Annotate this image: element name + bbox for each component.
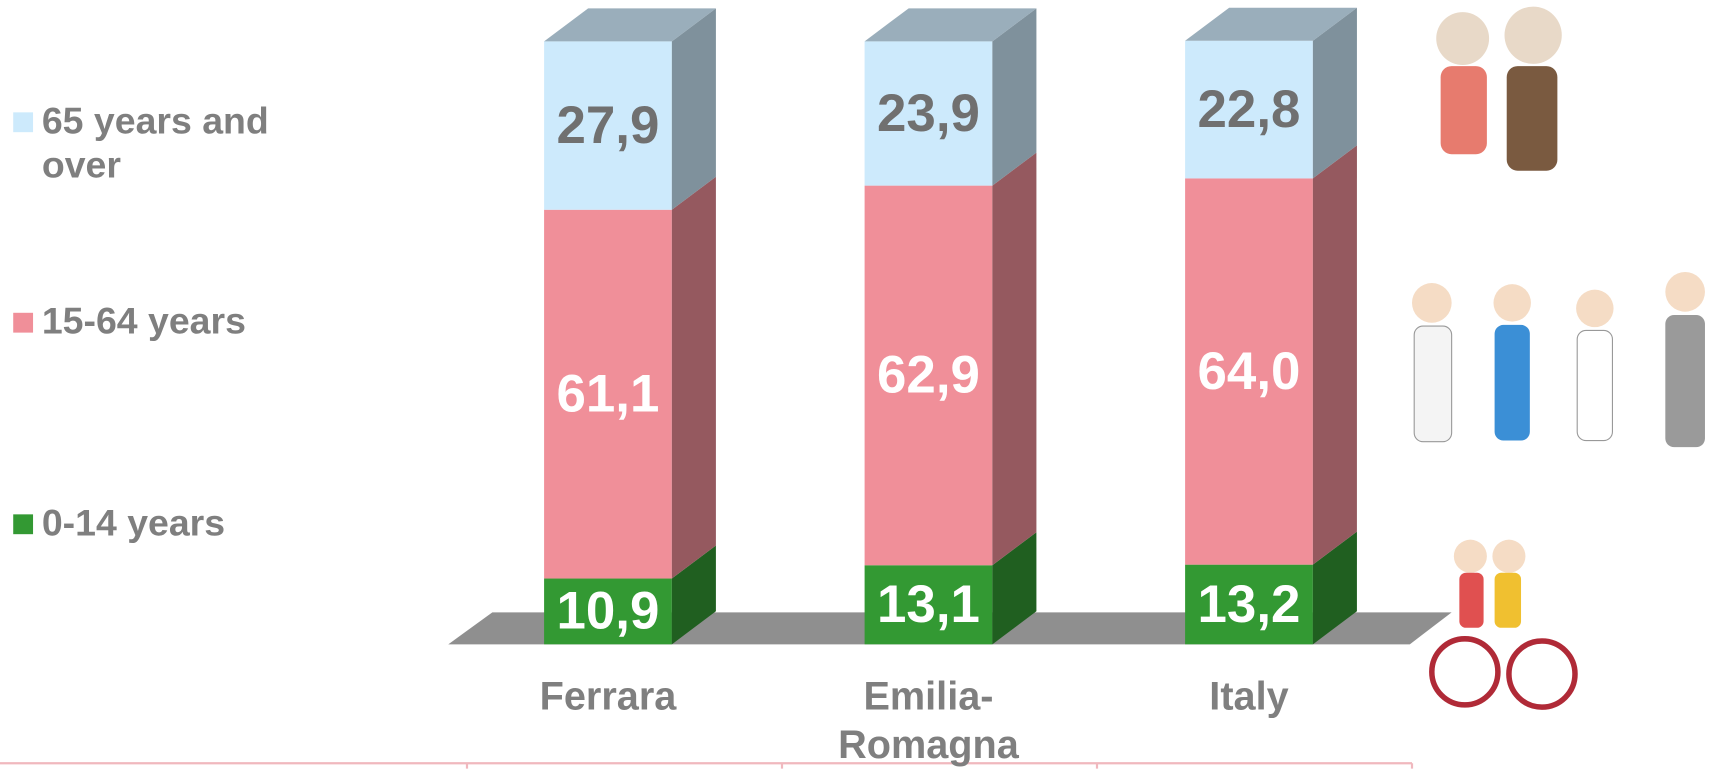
- bar-top: [1185, 7, 1357, 41]
- value-label: 13,1: [877, 575, 980, 634]
- bar-segment-side: [671, 8, 716, 210]
- bar-segment-side: [992, 532, 1037, 645]
- value-label: 27,9: [557, 96, 660, 155]
- bar-segment-side: [671, 545, 716, 645]
- bar-segment: [864, 41, 993, 186]
- legend-swatch: [13, 112, 34, 133]
- bar-segment: [544, 578, 672, 645]
- legend-item: 65 years and over: [13, 99, 288, 187]
- value-label: 62,9: [877, 346, 980, 405]
- bar-segment: [1185, 40, 1313, 179]
- legend-item: 15-64 years: [13, 300, 288, 344]
- illustration-elderly: [1436, 6, 1562, 171]
- bar-segment: [544, 209, 672, 579]
- bar-segment: [1185, 178, 1313, 565]
- bar-segment-side: [992, 152, 1037, 566]
- bar-top: [864, 8, 1037, 42]
- illustration-workers: [1411, 272, 1705, 448]
- legend-label: 65 years and over: [41, 100, 269, 187]
- value-label: 23,9: [877, 84, 980, 143]
- bar-segment: [1185, 564, 1313, 645]
- value-label: 61,1: [557, 364, 660, 423]
- bar-segment: [864, 565, 993, 645]
- x-tick-label: Ferrara: [539, 672, 677, 719]
- value-label: 64,0: [1198, 342, 1301, 401]
- bar-segment-side: [671, 176, 716, 579]
- bar-segment: [544, 41, 672, 210]
- legend-label: 15-64 years: [41, 300, 246, 343]
- legend-swatch: [13, 312, 34, 333]
- legend-item: 0-14 years: [13, 501, 288, 545]
- legend-label: 0-14 years: [41, 502, 226, 545]
- bar-segment-side: [1312, 531, 1357, 645]
- value-label: 22,8: [1198, 80, 1301, 139]
- x-tick-label: Emilia-Romagna: [838, 672, 1019, 767]
- illustration-children: [1429, 539, 1578, 710]
- bar-segment: [864, 185, 993, 566]
- bar-segment-side: [1312, 145, 1357, 565]
- x-tick-label: Italy: [1209, 672, 1289, 719]
- value-label: 10,9: [557, 582, 660, 641]
- bar-top: [544, 8, 716, 42]
- bar-segment-side: [1312, 7, 1357, 179]
- legend-swatch: [13, 514, 34, 535]
- bar-segment-side: [992, 8, 1037, 186]
- value-label: 13,2: [1198, 575, 1301, 634]
